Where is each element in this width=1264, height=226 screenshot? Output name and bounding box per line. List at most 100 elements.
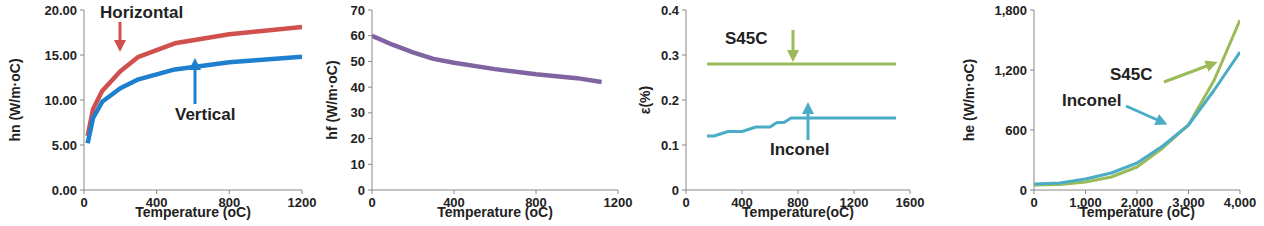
y-tick-label: 0 bbox=[358, 183, 365, 198]
y-tick-label: 15.00 bbox=[44, 48, 77, 63]
x-tick-label: 0 bbox=[1030, 195, 1037, 210]
chart-3: 06001,2001,80001,0002,0003,0004,000Tempe… bbox=[961, 3, 1256, 221]
x-tick bbox=[742, 190, 743, 194]
y-tick-label: 0.1 bbox=[661, 138, 679, 153]
y-tick-label: 70 bbox=[351, 3, 365, 18]
x-tick-label: 1200 bbox=[604, 195, 633, 210]
series-line bbox=[88, 57, 302, 143]
y-tick-label: 30 bbox=[351, 105, 365, 120]
x-tick bbox=[84, 190, 85, 194]
x-tick bbox=[536, 190, 537, 194]
x-tick bbox=[156, 190, 157, 194]
x-tick bbox=[1034, 190, 1035, 194]
y-tick-label: 0 bbox=[1020, 183, 1027, 198]
chart-1: 01020304050607004008001200Temperature (o… bbox=[324, 3, 632, 221]
y-tick-label: 0.3 bbox=[661, 48, 679, 63]
series-label: Horizontal bbox=[100, 3, 183, 22]
x-tick bbox=[1137, 190, 1138, 194]
x-tick bbox=[1240, 190, 1241, 194]
x-tick-label: 4,000 bbox=[1224, 195, 1257, 210]
y-axis-label: he (W/m·oC) bbox=[961, 59, 977, 141]
y-tick-label: 10.00 bbox=[44, 93, 77, 108]
x-tick-label: 1600 bbox=[896, 195, 925, 210]
y-axis-label: hn (W/m·oC) bbox=[7, 58, 23, 141]
x-tick bbox=[854, 190, 855, 194]
series-label: Vertical bbox=[175, 105, 236, 124]
x-tick bbox=[686, 190, 687, 194]
y-tick-label: 60 bbox=[351, 28, 365, 43]
y-tick bbox=[1030, 190, 1034, 191]
arrow bbox=[119, 22, 122, 46]
y-tick-label: 0 bbox=[672, 183, 679, 198]
plot-area bbox=[372, 36, 602, 82]
y-tick-label: 0.00 bbox=[52, 183, 77, 198]
y-tick bbox=[368, 190, 372, 191]
x-tick-label: 0 bbox=[80, 195, 87, 210]
series-line bbox=[1034, 20, 1240, 185]
y-tick bbox=[682, 190, 686, 191]
x-tick-label: 0 bbox=[368, 195, 375, 210]
series-label: S45C bbox=[1110, 65, 1153, 84]
y-tick bbox=[80, 10, 84, 11]
y-tick bbox=[682, 100, 686, 101]
x-axis bbox=[84, 190, 302, 191]
y-tick bbox=[368, 164, 372, 165]
series-line bbox=[707, 118, 896, 136]
y-axis-label: hf (W/m·oC) bbox=[324, 60, 340, 139]
series-label: Inconel bbox=[1062, 91, 1122, 110]
y-tick-label: 0.2 bbox=[661, 93, 679, 108]
y-tick bbox=[80, 145, 84, 146]
y-tick-label: 40 bbox=[351, 80, 365, 95]
y-tick-label: 0.4 bbox=[661, 3, 680, 18]
x-axis-label: Temperature (oC) bbox=[1079, 204, 1195, 220]
y-tick bbox=[368, 87, 372, 88]
arrow bbox=[792, 30, 795, 56]
y-tick bbox=[80, 55, 84, 56]
y-tick-label: 20 bbox=[351, 131, 365, 146]
y-tick bbox=[368, 10, 372, 11]
arrow bbox=[1164, 64, 1212, 82]
y-tick-label: 5.00 bbox=[52, 138, 77, 153]
x-axis-label: Temperature (oC) bbox=[135, 204, 251, 220]
series-line bbox=[1034, 52, 1240, 184]
y-tick bbox=[368, 112, 372, 113]
arrow bbox=[1126, 106, 1162, 122]
y-tick-label: 1,200 bbox=[994, 63, 1027, 78]
y-tick bbox=[80, 100, 84, 101]
y-tick-label: 600 bbox=[1005, 123, 1027, 138]
series-line bbox=[372, 36, 602, 82]
y-tick bbox=[368, 61, 372, 62]
x-axis-label: Temperature(oC) bbox=[742, 204, 854, 220]
series-line bbox=[707, 63, 896, 66]
arrow bbox=[807, 108, 810, 140]
y-axis bbox=[1034, 10, 1035, 190]
x-tick-label: 0 bbox=[682, 195, 689, 210]
series-label: S45C bbox=[725, 29, 768, 48]
chart-0: 0.005.0010.0015.0020.0004008001200Temper… bbox=[7, 3, 316, 221]
x-axis bbox=[372, 190, 618, 191]
x-tick bbox=[1085, 190, 1086, 194]
y-tick-label: 50 bbox=[351, 54, 365, 69]
y-tick bbox=[1030, 70, 1034, 71]
x-tick bbox=[454, 190, 455, 194]
plot-area bbox=[707, 64, 896, 136]
y-axis-label: ε(%) bbox=[637, 86, 653, 114]
y-tick bbox=[80, 190, 84, 191]
y-tick bbox=[682, 145, 686, 146]
x-tick-label: 1200 bbox=[288, 195, 317, 210]
plot-area bbox=[1034, 20, 1240, 185]
y-tick bbox=[368, 138, 372, 139]
y-tick bbox=[682, 55, 686, 56]
y-tick-label: 10 bbox=[351, 157, 365, 172]
x-tick bbox=[229, 190, 230, 194]
chart-2: 00.10.20.30.4040080012001600Temperature(… bbox=[637, 3, 924, 221]
series-label: Inconel bbox=[770, 140, 830, 159]
y-tick bbox=[368, 35, 372, 36]
x-tick bbox=[618, 190, 619, 194]
y-tick-label: 1,800 bbox=[994, 3, 1027, 18]
x-tick bbox=[1188, 190, 1189, 194]
x-tick bbox=[372, 190, 373, 194]
y-tick-label: 20.00 bbox=[44, 3, 77, 18]
x-tick bbox=[910, 190, 911, 194]
x-tick bbox=[302, 190, 303, 194]
